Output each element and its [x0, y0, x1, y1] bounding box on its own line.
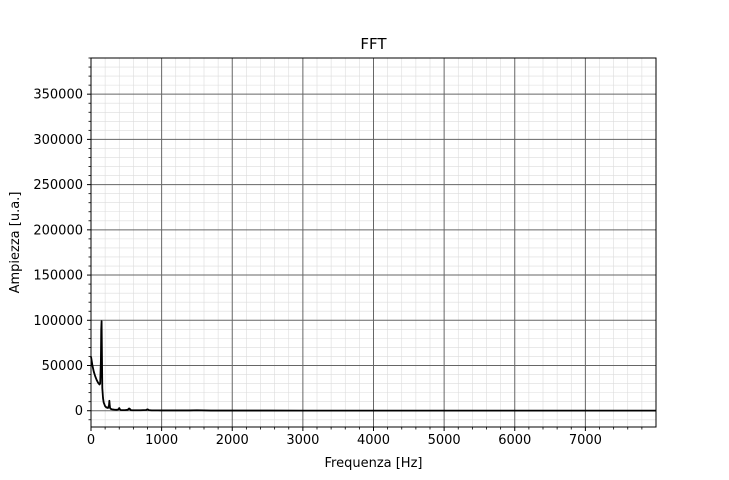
y-tick-label: 100000 — [33, 314, 83, 329]
ticks-layer — [87, 57, 643, 431]
x-tick-label: 4000 — [357, 433, 390, 448]
chart-title: FFT — [360, 35, 387, 53]
x-tick-label: 2000 — [216, 433, 249, 448]
y-tick-label: 150000 — [33, 269, 83, 284]
x-tick-label: 0 — [87, 433, 95, 448]
y-tick-label: 350000 — [33, 88, 83, 103]
y-tick-label: 200000 — [33, 223, 83, 238]
major-grid — [90, 58, 656, 427]
x-tick-label: 7000 — [569, 433, 602, 448]
y-tick-label: 250000 — [33, 178, 83, 193]
x-axis-label: Frequenza [Hz] — [325, 456, 423, 471]
tick-labels: 0 1000 2000 3000 4000 5000 6000 7000 0 50000 10000… — [33, 88, 602, 448]
y-axis-label: Ampiezza [u.a.] — [8, 192, 23, 294]
y-tick-label: 50000 — [42, 359, 83, 374]
fft-series-line — [90, 320, 656, 412]
y-tick-label: 0 — [75, 404, 83, 419]
x-tick-label: 6000 — [498, 433, 531, 448]
x-tick-label: 3000 — [286, 433, 319, 448]
y-tick-label: 300000 — [33, 133, 83, 148]
x-tick-label: 5000 — [428, 433, 461, 448]
series-layer — [90, 320, 656, 412]
x-tick-label: 1000 — [145, 433, 178, 448]
